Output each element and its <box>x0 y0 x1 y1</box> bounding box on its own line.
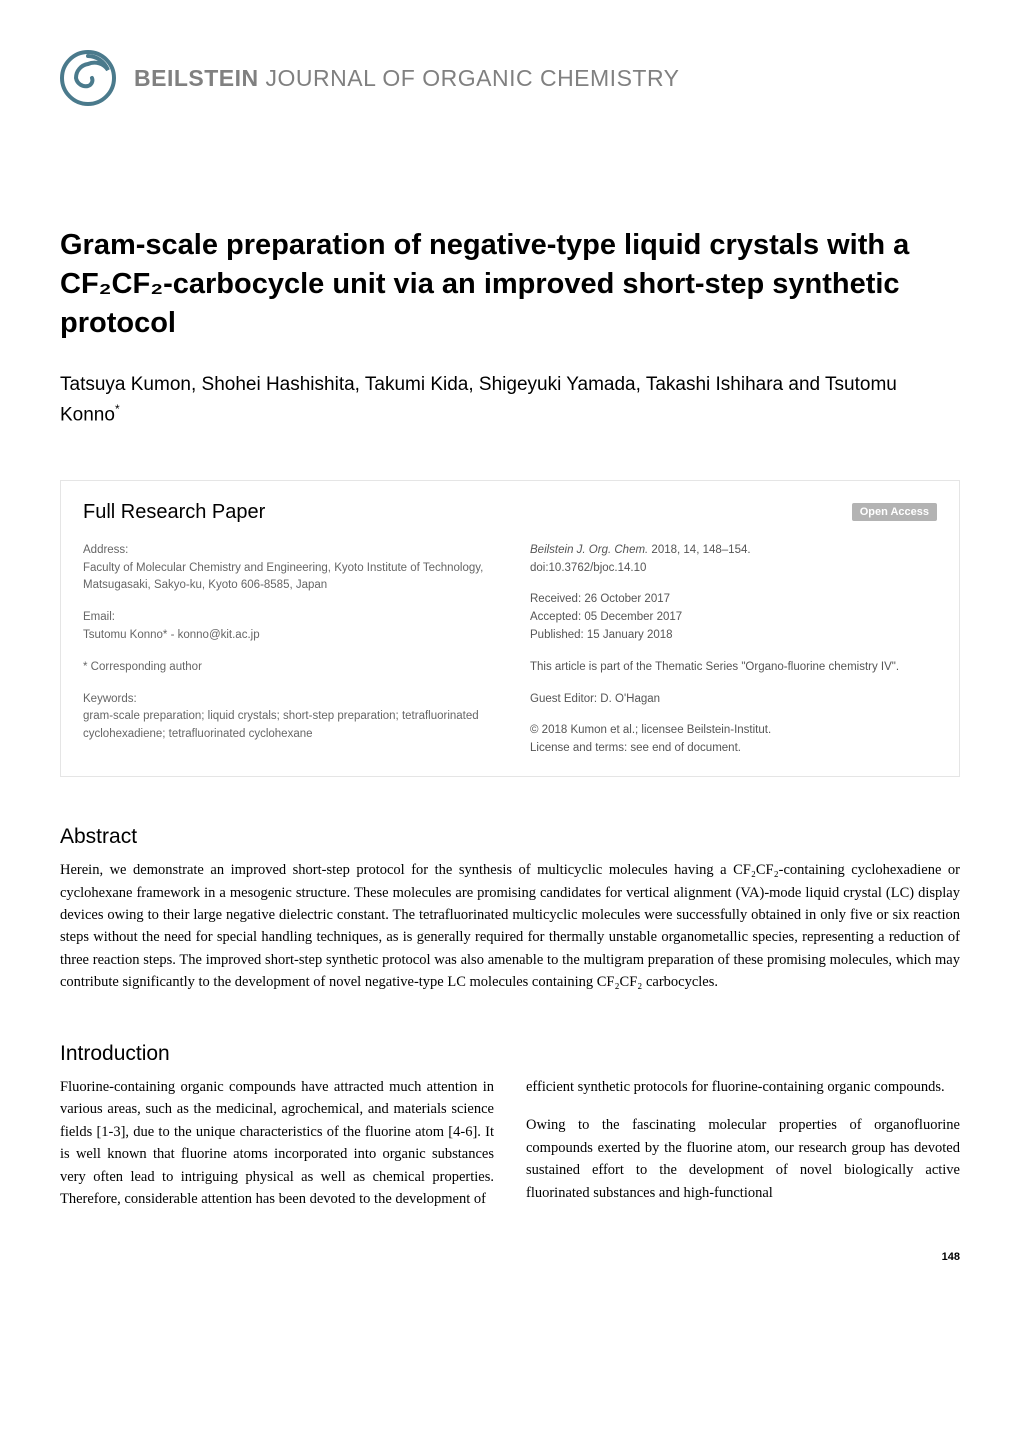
license-line1: © 2018 Kumon et al.; licensee Beilstein-… <box>530 722 937 740</box>
open-access-badge: Open Access <box>852 503 937 521</box>
journal-name: BEILSTEIN JOURNAL OF ORGANIC CHEMISTRY <box>134 65 680 92</box>
introduction-columns: Fluorine-containing organic compounds ha… <box>60 1076 960 1211</box>
keywords-text: gram-scale preparation; liquid crystals;… <box>83 710 479 740</box>
guest-editor: Guest Editor: D. O'Hagan <box>530 693 660 705</box>
journal-name-light: JOURNAL OF ORGANIC CHEMISTRY <box>259 65 680 91</box>
published-date: Published: 15 January 2018 <box>530 627 937 645</box>
intro-p1: Fluorine-containing organic compounds ha… <box>60 1076 494 1211</box>
doi-text: doi:10.3762/bjoc.14.10 <box>530 560 937 578</box>
metadata-right-column: Beilstein J. Org. Chem. 2018, 14, 148–15… <box>530 542 937 758</box>
address-text: Faculty of Molecular Chemistry and Engin… <box>83 562 483 592</box>
metadata-left-column: Address: Faculty of Molecular Chemistry … <box>83 542 490 758</box>
beilstein-logo-icon <box>60 50 116 106</box>
metadata-box: Full Research Paper Open Access Address:… <box>60 480 960 777</box>
received-date: Received: 26 October 2017 <box>530 591 937 609</box>
journal-name-bold: BEILSTEIN <box>134 65 259 91</box>
introduction-heading: Introduction <box>60 1042 960 1066</box>
introduction-col1: Fluorine-containing organic compounds ha… <box>60 1076 494 1211</box>
corresponding-marker: * <box>115 402 120 416</box>
intro-p3: Owing to the fascinating molecular prope… <box>526 1114 960 1204</box>
intro-p2: efficient synthetic protocols for fluori… <box>526 1076 960 1098</box>
metadata-header: Full Research Paper Open Access <box>83 501 937 524</box>
citation: Beilstein J. Org. Chem. 2018, 14, 148–15… <box>530 544 751 556</box>
metadata-columns: Address: Faculty of Molecular Chemistry … <box>83 542 937 758</box>
authors-text: Tatsuya Kumon, Shohei Hashishita, Takumi… <box>60 374 897 425</box>
page-number: 148 <box>60 1251 960 1263</box>
abstract-text: Herein, we demonstrate an improved short… <box>60 859 960 994</box>
email-label: Email: <box>83 609 490 627</box>
introduction-col2: efficient synthetic protocols for fluori… <box>526 1076 960 1211</box>
citation-journal: Beilstein J. Org. Chem. <box>530 544 648 556</box>
keywords-label: Keywords: <box>83 691 490 709</box>
journal-header: BEILSTEIN JOURNAL OF ORGANIC CHEMISTRY <box>60 50 960 106</box>
authors-list: Tatsuya Kumon, Shohei Hashishita, Takumi… <box>60 371 960 429</box>
citation-rest: 2018, 14, 148–154. <box>648 544 750 556</box>
license-line2: License and terms: see end of document. <box>530 740 937 758</box>
thematic-series: This article is part of the Thematic Ser… <box>530 661 899 673</box>
paper-title: Gram-scale preparation of negative-type … <box>60 226 960 343</box>
email-text: Tsutomu Konno* - konno@kit.ac.jp <box>83 629 260 641</box>
paper-type-label: Full Research Paper <box>83 501 265 524</box>
abstract-heading: Abstract <box>60 825 960 849</box>
accepted-date: Accepted: 05 December 2017 <box>530 609 937 627</box>
address-label: Address: <box>83 542 490 560</box>
corresponding-author-note: * Corresponding author <box>83 661 202 673</box>
